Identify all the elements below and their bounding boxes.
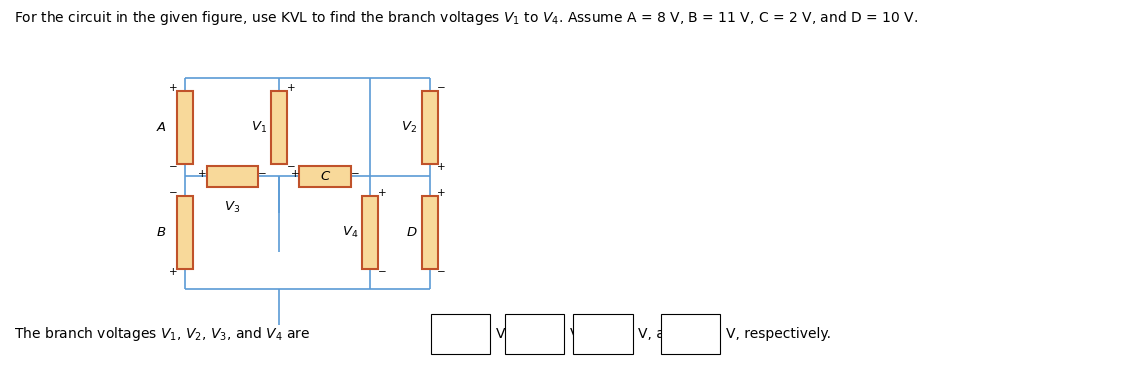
Bar: [177, 196, 193, 269]
Text: D: D: [407, 226, 417, 239]
Text: +: +: [169, 83, 178, 93]
Text: V,: V,: [496, 327, 510, 341]
Bar: [271, 91, 287, 163]
Text: −: −: [377, 267, 386, 277]
Bar: [422, 91, 438, 163]
Text: $V_4$: $V_4$: [342, 225, 358, 240]
Text: −: −: [169, 162, 178, 172]
Text: V, respectively.: V, respectively.: [726, 327, 831, 341]
Text: −: −: [437, 267, 446, 277]
Text: −: −: [351, 169, 359, 179]
Text: +: +: [286, 83, 295, 93]
Text: The branch voltages $V_1$, $V_2$, $V_3$, and $V_4$ are: The branch voltages $V_1$, $V_2$, $V_3$,…: [14, 325, 310, 343]
Text: +: +: [291, 169, 299, 179]
Text: −: −: [286, 162, 295, 172]
Text: $V_2$: $V_2$: [401, 120, 417, 135]
Text: V,: V,: [570, 327, 584, 341]
Text: V, and: V, and: [638, 327, 683, 341]
Text: +: +: [437, 162, 446, 172]
Text: +: +: [198, 169, 206, 179]
Bar: [206, 166, 258, 187]
Text: +: +: [169, 267, 178, 277]
Text: $V_3$: $V_3$: [225, 199, 241, 214]
Text: For the circuit in the given figure, use KVL to find the branch voltages $V_1$ t: For the circuit in the given figure, use…: [14, 9, 918, 27]
Text: A: A: [156, 121, 165, 134]
Text: C: C: [320, 170, 329, 183]
Text: +: +: [377, 189, 386, 199]
Text: −: −: [437, 83, 446, 93]
Bar: [300, 166, 351, 187]
Bar: [363, 196, 378, 269]
Bar: [422, 196, 438, 269]
Bar: [177, 91, 193, 163]
Text: +: +: [437, 189, 446, 199]
Text: B: B: [156, 226, 165, 239]
Text: $V_1$: $V_1$: [251, 120, 267, 135]
Text: −: −: [258, 169, 267, 179]
Text: −: −: [169, 189, 178, 199]
